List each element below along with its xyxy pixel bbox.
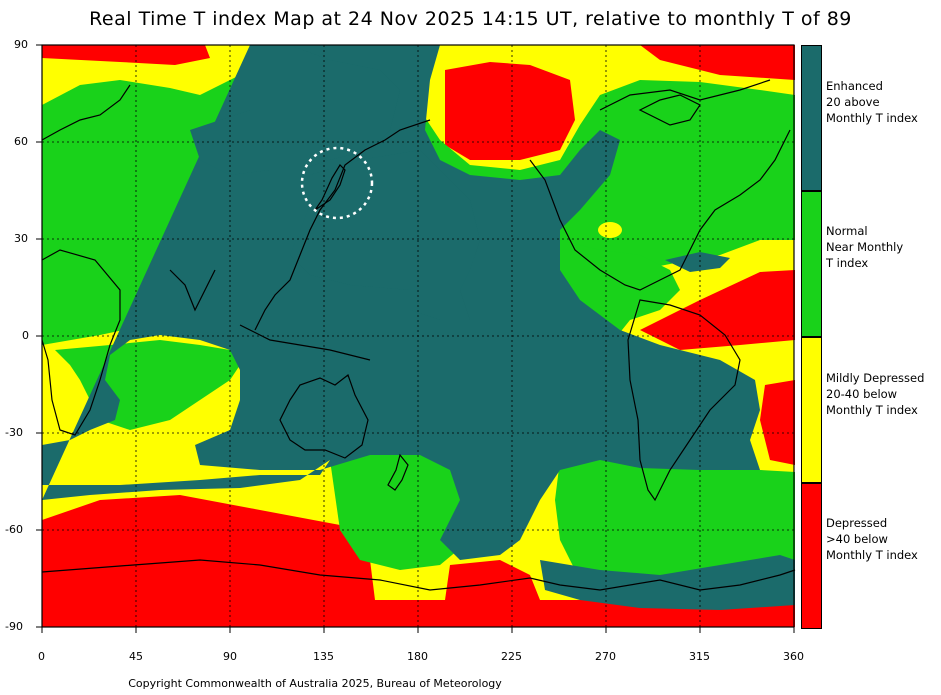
legend-line: 20 above — [826, 95, 880, 109]
legend-swatch-normal — [801, 191, 822, 337]
x-tick-label: 270 — [595, 650, 616, 663]
legend-line: Normal — [826, 224, 868, 238]
y-tick-label: -60 — [5, 523, 23, 536]
legend-line: Depressed — [826, 516, 888, 530]
x-tick-label: 135 — [313, 650, 334, 663]
legend-label-normal: Normal Near Monthly T index — [826, 223, 903, 271]
y-tick-label: 30 — [14, 232, 28, 245]
highlight-circle-marker — [300, 146, 374, 220]
coastlines — [41, 79, 796, 591]
legend-line: >40 below — [826, 532, 888, 546]
legend-label-mildly-depressed: Mildly Depressed 20-40 below Monthly T i… — [826, 370, 924, 418]
legend-swatch-enhanced — [801, 45, 822, 191]
x-tick-label: 45 — [129, 650, 143, 663]
map-title: Real Time T index Map at 24 Nov 2025 14:… — [89, 8, 852, 30]
legend-line: Monthly T index — [826, 111, 918, 125]
legend-label-depressed: Depressed >40 below Monthly T index — [826, 515, 918, 563]
x-tick-label: 225 — [501, 650, 522, 663]
legend-line: 20-40 below — [826, 387, 898, 401]
legend-label-enhanced: Enhanced 20 above Monthly T index — [826, 78, 918, 126]
legend-line: Near Monthly — [826, 240, 904, 254]
legend-line: Monthly T index — [826, 403, 918, 417]
legend-line: Enhanced — [826, 79, 883, 93]
y-tick-label: -90 — [5, 620, 23, 633]
axis-ticks — [36, 44, 795, 633]
y-tick-label: -30 — [5, 426, 23, 439]
y-tick-label: 0 — [22, 329, 29, 342]
grid-lines — [42, 45, 794, 627]
y-tick-label: 60 — [14, 135, 28, 148]
x-tick-label: 0 — [38, 650, 45, 663]
x-tick-label: 180 — [407, 650, 428, 663]
legend-swatch-depressed — [801, 483, 822, 629]
x-tick-label: 315 — [689, 650, 710, 663]
legend-swatch-mildly-depressed — [801, 337, 822, 483]
enhanced-regions — [42, 45, 795, 610]
x-tick-label: 360 — [783, 650, 804, 663]
copyright-notice: Copyright Commonwealth of Australia 2025… — [128, 677, 502, 690]
y-tick-label: 90 — [14, 38, 28, 51]
legend-line: T index — [826, 256, 869, 270]
legend-line: Mildly Depressed — [826, 371, 925, 385]
legend-line: Monthly T index — [826, 548, 918, 562]
x-tick-label: 90 — [223, 650, 237, 663]
